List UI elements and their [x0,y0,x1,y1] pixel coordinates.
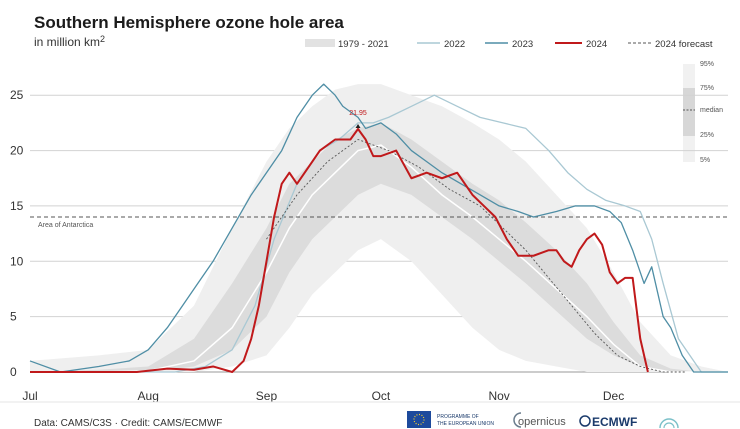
chart-subtitle: in million km2 [34,34,105,49]
eu-logo-line2: THE EUROPEAN UNION [437,421,494,427]
eu-stars-icon [413,413,425,426]
y-tick-label: 25 [10,88,24,102]
ecmwf-logo: ECMWF [579,415,637,429]
ecmwf-wordmark: ECMWF [592,415,637,429]
y-tick-label: 20 [10,144,24,158]
percentile-label-75: 75% [700,85,714,92]
partner-arc-inner-icon [663,422,675,429]
chart-title: Southern Hemisphere ozone hole area [34,13,344,32]
series-line-2023 [29,83,728,373]
copernicus-wordmark: opernicus [518,416,566,428]
antarctica-reference: Area of Antarctica [30,216,728,229]
x-tick-label-oct: Oct [372,389,391,403]
percentile-label-median: median [700,107,723,114]
climatology-median-line [30,144,728,373]
band-25-75 [30,122,728,373]
percentile-band-inner [683,88,695,136]
legend-label-2023: 2023 [512,39,533,50]
subtitle-superscript: 2 [100,34,105,44]
percentile-label-5: 5% [700,157,710,164]
footer-credit: Data: CAMS/C3S · Credit: CAMS/ECMWF [34,418,222,429]
legend-label-2024: 2024 [586,39,607,50]
percentile-label-25: 25% [700,132,714,139]
partner-arc-icon [659,418,679,429]
x-tick-label-nov: Nov [488,389,509,403]
legend-swatch-climatology [305,39,335,47]
series-line-2022 [30,94,728,373]
copernicus-c-icon [513,412,522,428]
peak-annotation: 21.95 [349,110,367,128]
copernicus-logo: opernicus [513,412,566,428]
y-tick-label: 0 [10,365,17,379]
percentile-label-95: 95% [700,61,714,68]
peak-label: 21.95 [349,110,367,117]
y-tick-label: 10 [10,254,24,268]
x-tick-label-jul: Jul [22,389,37,403]
climatology-bands [30,84,728,373]
x-tick-label-aug: Aug [138,389,159,403]
legend-label-climatology: 1979 - 2021 [338,39,389,50]
eu-logo-line1: PROGRAMME OF [437,414,479,420]
x-axis-ticks: Jul Aug Sep Oct Nov Dec [22,389,624,403]
eu-flag [407,411,431,428]
percentile-legend: 95% 75% median 25% 5% [683,61,723,164]
antarctica-reference-label: Area of Antarctica [38,222,93,229]
y-tick-label: 5 [10,310,17,324]
x-tick-label-sep: Sep [256,389,278,403]
subtitle-text: in million km [34,35,100,49]
partner-logo [659,418,679,429]
eu-logo: PROGRAMME OF THE EUROPEAN UNION [407,411,494,428]
series-line-2024 [30,127,649,373]
ecmwf-globe-icon [579,415,591,427]
data-series [29,83,728,373]
y-axis-ticks: 0 5 10 15 20 25 [10,88,24,379]
x-tick-label-dec: Dec [603,389,624,403]
legend-label-2022: 2022 [444,39,465,50]
legend: 1979 - 2021 2022 2023 2024 2024 forecast [305,39,713,50]
peak-marker [355,123,361,128]
series-line-2024-forecast [266,139,687,373]
legend-label-forecast: 2024 forecast [655,39,713,50]
y-tick-label: 15 [10,199,24,213]
